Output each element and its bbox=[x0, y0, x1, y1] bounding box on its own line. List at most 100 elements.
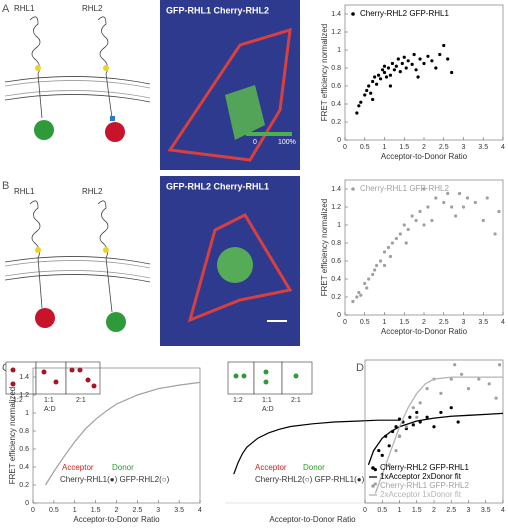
point bbox=[415, 415, 419, 419]
point bbox=[426, 54, 430, 58]
inset-ratio: 1:1 bbox=[262, 397, 272, 404]
legend-label: Cherry-RHL1 GFP-RHL2 bbox=[380, 481, 469, 490]
point bbox=[380, 68, 385, 72]
point bbox=[371, 79, 375, 84]
point bbox=[406, 59, 410, 63]
protein bbox=[97, 16, 113, 119]
y-axis-label: FRET efficiency normalized bbox=[320, 24, 329, 122]
y-tick-label: 1.4 bbox=[331, 11, 341, 18]
point bbox=[390, 241, 394, 245]
point bbox=[400, 61, 404, 66]
point bbox=[380, 453, 384, 457]
line bbox=[374, 376, 503, 494]
point bbox=[357, 104, 361, 108]
point bbox=[375, 82, 379, 86]
point bbox=[375, 263, 379, 268]
point bbox=[449, 406, 453, 410]
y-axis-label: FRET efficiency normalized bbox=[320, 199, 329, 297]
cell bbox=[217, 247, 253, 283]
schematic bbox=[4, 16, 151, 142]
point bbox=[426, 205, 430, 209]
x-axis-label: Acceptor-to-Donor Ratio bbox=[73, 515, 160, 524]
point bbox=[404, 66, 408, 70]
point bbox=[355, 111, 359, 115]
y-axis-label: FRET efficiency normalized bbox=[8, 387, 17, 485]
panel-label: A bbox=[2, 3, 10, 15]
inset-box bbox=[35, 361, 67, 395]
protein bbox=[29, 200, 43, 309]
x-tick-label: 1 bbox=[398, 507, 402, 514]
point bbox=[394, 236, 398, 241]
point bbox=[425, 387, 429, 391]
point bbox=[457, 191, 462, 196]
inset-box bbox=[253, 361, 283, 395]
colorbar-label: 100% bbox=[278, 139, 296, 146]
point bbox=[411, 406, 415, 410]
x-tick-label: 3.5 bbox=[478, 319, 488, 326]
legend-marker bbox=[351, 187, 355, 191]
point bbox=[446, 57, 450, 61]
point bbox=[418, 57, 422, 61]
protein-label: RHL1 bbox=[14, 187, 35, 196]
x-tick-label: 0.5 bbox=[360, 319, 370, 326]
x-tick-label: 2 bbox=[115, 507, 119, 514]
x-tick-label: 3.5 bbox=[174, 507, 184, 514]
dot bbox=[241, 373, 247, 379]
point bbox=[392, 68, 396, 72]
point bbox=[418, 401, 422, 405]
point bbox=[378, 259, 383, 263]
legend-label: Cherry-RHL2 GFP-RHL1 bbox=[380, 463, 469, 472]
point bbox=[404, 425, 408, 429]
point bbox=[450, 70, 454, 75]
inset-ratio: 1:2 bbox=[13, 397, 23, 404]
point bbox=[359, 293, 363, 297]
legend-label: 1xAcceptor 2xDonor fit bbox=[380, 472, 462, 481]
x-tick-label: 0 bbox=[363, 507, 367, 514]
point bbox=[494, 396, 498, 400]
point bbox=[387, 444, 391, 448]
x-tick-label: 0.5 bbox=[360, 144, 370, 151]
point bbox=[410, 62, 414, 66]
point bbox=[450, 205, 454, 209]
point bbox=[460, 372, 464, 376]
point bbox=[382, 250, 387, 254]
cherry bbox=[105, 122, 125, 142]
y-tick-label: 1.4 bbox=[19, 374, 29, 381]
point bbox=[408, 415, 412, 419]
point bbox=[454, 214, 458, 218]
membrane bbox=[4, 80, 151, 99]
y-tick-label: 1.2 bbox=[19, 392, 29, 399]
point bbox=[473, 200, 477, 205]
inset-axis: A:D bbox=[44, 406, 56, 413]
gfp bbox=[106, 312, 126, 332]
y-tick-label: 0 bbox=[337, 137, 341, 144]
point bbox=[481, 218, 485, 223]
point bbox=[487, 382, 491, 386]
dot bbox=[263, 369, 269, 375]
y-tick-label: 0.6 bbox=[331, 258, 341, 265]
point bbox=[365, 88, 369, 93]
x-tick-label: 4 bbox=[501, 319, 505, 326]
point bbox=[388, 73, 393, 77]
inset-ratio: 1:2 bbox=[233, 397, 243, 404]
line bbox=[233, 419, 400, 475]
y-tick-label: 1 bbox=[337, 222, 341, 229]
point bbox=[398, 232, 402, 236]
site bbox=[103, 247, 109, 253]
protein-label: RHL1 bbox=[14, 4, 35, 13]
micrograph bbox=[160, 0, 300, 170]
point bbox=[386, 66, 391, 70]
membrane bbox=[4, 260, 151, 279]
point bbox=[422, 187, 426, 191]
point bbox=[434, 196, 438, 200]
inset-box bbox=[5, 361, 37, 395]
cell bbox=[225, 85, 265, 140]
y-tick-label: 0.8 bbox=[331, 65, 341, 72]
point bbox=[386, 245, 391, 250]
x-tick-label: 1 bbox=[383, 319, 387, 326]
inset-ratio: 2:1 bbox=[76, 397, 86, 404]
point bbox=[422, 223, 426, 227]
y-tick-label: 0.6 bbox=[19, 446, 29, 453]
point bbox=[402, 55, 406, 59]
